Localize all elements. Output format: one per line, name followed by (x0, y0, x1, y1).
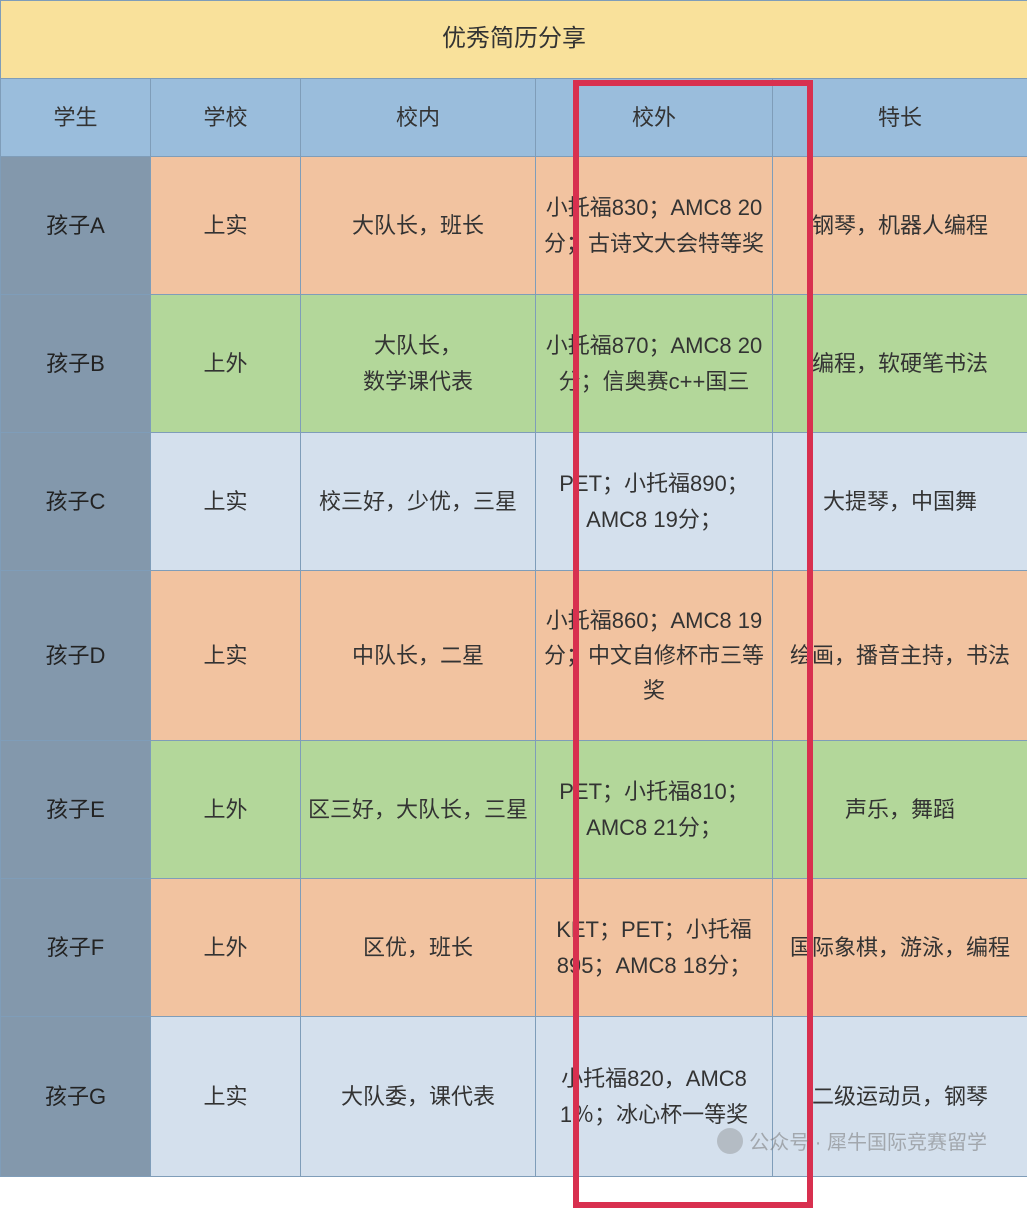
cell-student: 孩子F (1, 879, 151, 1017)
table-row: 孩子F上外区优，班长KET；PET；小托福895；AMC8 18分；国际象棋，游… (1, 879, 1027, 1017)
cell-inschool: 大队长，数学课代表 (301, 295, 536, 433)
cell-outschool: KET；PET；小托福895；AMC8 18分； (536, 879, 773, 1017)
cell-inschool: 区优，班长 (301, 879, 536, 1017)
cell-inschool: 中队长，二星 (301, 571, 536, 741)
cell-school: 上实 (151, 1017, 301, 1177)
header-inschool: 校内 (301, 79, 536, 157)
header-school: 学校 (151, 79, 301, 157)
cell-inschool: 大队委，课代表 (301, 1017, 536, 1177)
cell-school: 上外 (151, 879, 301, 1017)
cell-talent: 国际象棋，游泳，编程 (773, 879, 1027, 1017)
cell-school: 上外 (151, 295, 301, 433)
cell-talent: 绘画，播音主持，书法 (773, 571, 1027, 741)
table-row: 孩子A上实大队长，班长小托福830；AMC8 20分；古诗文大会特等奖钢琴，机器… (1, 157, 1027, 295)
table-row: 孩子G上实大队委，课代表小托福820，AMC8 1％；冰心杯一等奖二级运动员，钢… (1, 1017, 1027, 1177)
cell-student: 孩子E (1, 741, 151, 879)
cell-inschool: 区三好，大队长，三星 (301, 741, 536, 879)
cell-student: 孩子G (1, 1017, 151, 1177)
table-title: 优秀简历分享 (1, 1, 1027, 79)
cell-talent: 二级运动员，钢琴 (773, 1017, 1027, 1177)
cell-outschool: PET；小托福810；AMC8 21分； (536, 741, 773, 879)
header-student: 学生 (1, 79, 151, 157)
cell-student: 孩子D (1, 571, 151, 741)
cell-talent: 大提琴，中国舞 (773, 433, 1027, 571)
cell-school: 上外 (151, 741, 301, 879)
cell-school: 上实 (151, 571, 301, 741)
cell-school: 上实 (151, 433, 301, 571)
table-row: 孩子B上外大队长，数学课代表小托福870；AMC8 20分；信奥赛c++国三编程… (1, 295, 1027, 433)
cell-student: 孩子A (1, 157, 151, 295)
cell-outschool: 小托福820，AMC8 1％；冰心杯一等奖 (536, 1017, 773, 1177)
cell-outschool: 小托福830；AMC8 20分；古诗文大会特等奖 (536, 157, 773, 295)
cell-student: 孩子B (1, 295, 151, 433)
cell-inschool: 校三好，少优，三星 (301, 433, 536, 571)
resume-table: 优秀简历分享 学生 学校 校内 校外 特长 孩子A上实大队长，班长小托福830；… (0, 0, 1027, 1177)
cell-inschool: 大队长，班长 (301, 157, 536, 295)
header-outschool: 校外 (536, 79, 773, 157)
cell-school: 上实 (151, 157, 301, 295)
title-row: 优秀简历分享 (1, 1, 1027, 79)
cell-student: 孩子C (1, 433, 151, 571)
cell-talent: 声乐，舞蹈 (773, 741, 1027, 879)
cell-outschool: 小托福860；AMC8 19分；中文自修杯市三等奖 (536, 571, 773, 741)
header-talent: 特长 (773, 79, 1027, 157)
header-row: 学生 学校 校内 校外 特长 (1, 79, 1027, 157)
table-row: 孩子C上实校三好，少优，三星PET；小托福890；AMC8 19分；大提琴，中国… (1, 433, 1027, 571)
table-row: 孩子E上外区三好，大队长，三星PET；小托福810；AMC8 21分；声乐，舞蹈 (1, 741, 1027, 879)
cell-outschool: PET；小托福890；AMC8 19分； (536, 433, 773, 571)
cell-talent: 编程，软硬笔书法 (773, 295, 1027, 433)
table-row: 孩子D上实中队长，二星小托福860；AMC8 19分；中文自修杯市三等奖绘画，播… (1, 571, 1027, 741)
cell-outschool: 小托福870；AMC8 20分；信奥赛c++国三 (536, 295, 773, 433)
resume-table-container: 优秀简历分享 学生 学校 校内 校外 特长 孩子A上实大队长，班长小托福830；… (0, 0, 1027, 1177)
cell-talent: 钢琴，机器人编程 (773, 157, 1027, 295)
